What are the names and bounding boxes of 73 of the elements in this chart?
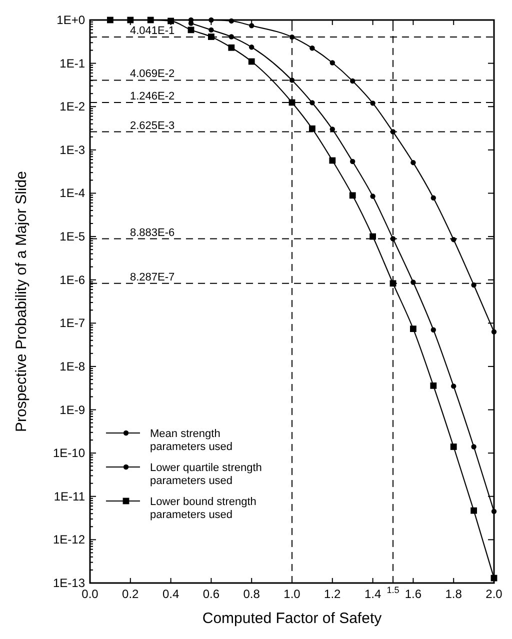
point [370,100,376,106]
x-tick-label: 0.8 [243,587,260,601]
y-tick-label: 1E-3 [60,142,86,157]
y-tick-label: 1E-2 [60,100,86,114]
y-tick-label: 1E-6 [60,272,86,287]
point [410,326,416,332]
x-tick-label: 1.8 [445,587,462,601]
x-axis-title: Computed Factor of Safety [202,610,382,627]
y-axis-title: Prospective Probability of a Major Slide [13,171,30,432]
point [430,327,436,332]
x-tick-label: 1.5 [386,585,400,595]
point [228,34,234,40]
x-tick-label: 1.6 [404,587,422,601]
point [390,129,396,134]
ref-line-label: 8.287E-7 [130,271,175,284]
point [350,158,356,164]
point [370,194,376,199]
y-tick-label: 1E-1 [60,56,86,70]
ref-line-label: 2.625E-3 [130,120,175,132]
ref-line-label: 1.246E-2 [130,90,175,102]
y-tick-label: 1E-5 [60,230,86,244]
x-tick-label: 0.0 [82,587,99,601]
point [390,236,396,242]
point [330,60,335,66]
point [309,125,316,132]
y-tick-label: 1E-9 [60,402,86,417]
point [471,282,476,288]
point [349,192,356,199]
point [410,280,416,285]
y-tick-label: 1E-12 [52,532,86,547]
y-tick-label: 1E-13 [52,576,86,590]
y-tick-label: 1E-7 [60,316,86,330]
point [370,233,376,240]
point [289,34,295,40]
point [390,280,396,287]
y-tick-label: 1E+0 [56,13,86,27]
y-tick-label: 1E-4 [60,186,86,200]
point [248,58,255,65]
point [451,236,456,242]
x-tick-label: 0.6 [202,587,220,601]
point [329,157,336,164]
ref-line-label: 8.883E-6 [130,226,175,239]
x-tick-label: 2.0 [486,587,503,601]
x-tick-label: 1.0 [284,587,301,601]
ref-line-label: 4.069E-2 [130,68,175,80]
point [188,26,194,34]
x-tick-label: 0.4 [162,587,180,601]
point [310,46,315,51]
y-tick-label: 1E-8 [60,359,86,374]
point [330,126,335,132]
point [471,444,476,450]
ref-line-label: 4.041E-1 [130,25,175,38]
legend-label: Mean strength parameters used [150,428,233,453]
point [310,100,315,106]
point [228,44,235,51]
point [249,44,254,50]
point [289,78,295,83]
point [470,507,477,514]
legend-label: Lower bound strength parameters used [150,496,256,521]
point [208,34,214,40]
x-tick-label: 0.2 [122,587,140,601]
point [208,27,214,33]
y-tick-label: 1E-11 [54,489,86,504]
point [430,382,437,389]
point [410,160,416,166]
point [350,78,356,84]
point [450,444,457,450]
legend-label: Lower quartile strength parameters used [150,462,262,487]
point [451,384,456,389]
point [430,195,436,201]
y-tick-label: 1E-10 [52,446,86,460]
x-tick-label: 1.2 [324,587,342,601]
x-tick-label: 1.4 [364,587,382,601]
